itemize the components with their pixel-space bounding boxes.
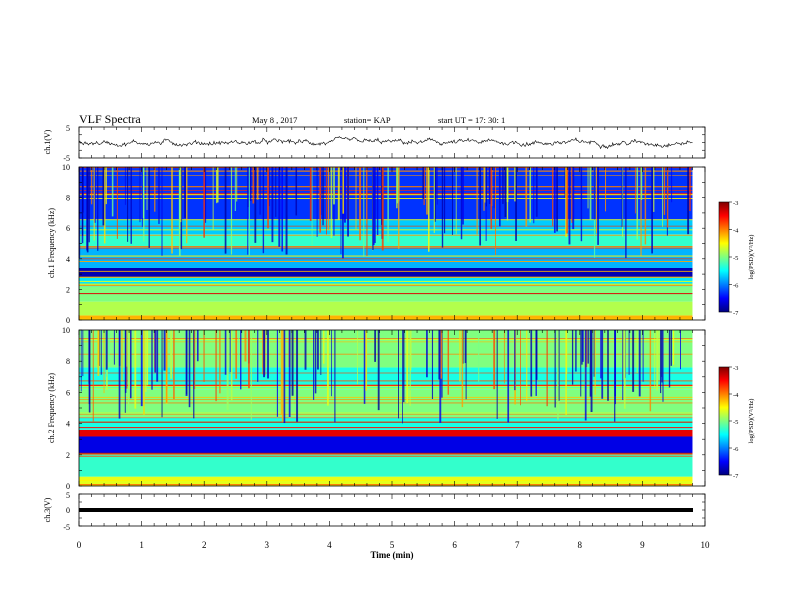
y-tick-label: 8 [66,357,70,366]
ch3-waveform-ticks [78,493,706,527]
spectrogram-band [79,234,693,249]
ch2-spectrogram-panel: 0 2 4 6 8 10 ch.2 Frequency (kHz) [47,326,706,491]
ch1-spectrogram-ticks [78,166,706,321]
x-tick-label: 0 [77,540,82,550]
spectrogram-band [79,417,693,430]
colorbar-tick-label: -6 [733,446,739,453]
ch1-spectrogram-ylabel: ch.1 Frequency (kHz) [47,208,56,278]
ch1-colorbar-label: log(PSD)(V²/Hz) [748,235,755,280]
start-time-label: start UT = 17: 30: 1 [438,115,505,125]
y-tick-label: 8 [66,194,70,203]
ch1-colorbar: -3 -4 -5 -6 -7 log(PSD)(V²/Hz) [718,200,755,317]
time-axis-label: Time (min) [370,550,413,560]
ch2-colorbar-label: log(PSD)(V²/Hz) [748,399,755,444]
y-tick-label: 2 [66,285,70,294]
y-tick-label: 2 [66,451,70,460]
spectrogram-band [79,219,693,235]
x-tick-label: 4 [327,540,332,550]
spectrogram-band [79,429,693,437]
ch2-spectrogram-image [79,330,693,486]
y-tick-label: 0 [66,482,70,491]
ch2-spectrogram-ylabel: ch.2 Frequency (kHz) [47,373,56,443]
ch3-waveform-panel: 5 0 -5 ch.3(V) [43,491,706,532]
station-label: station= KAP [344,115,391,125]
spectrogram-band [79,248,693,268]
ch3-waveform-tick-bottom: -5 [63,523,70,532]
date-label: May 8 , 2017 [252,115,297,125]
x-tick-label: 5 [390,540,395,550]
ch3-waveform-tick-mid: 0 [66,506,70,515]
colorbar-tick-label: -4 [733,392,739,399]
spectrogram-band [79,436,693,455]
colorbar-tick-label: -5 [733,419,738,426]
x-tick-label: 9 [640,540,645,550]
ch1-waveform-ylabel: ch.1(V) [43,129,52,154]
ch1-spectrogram-ytick-labels: 0 2 4 6 8 10 [62,163,70,325]
spectrogram-band [79,454,693,477]
ch1-waveform-tick-bottom: -5 [63,154,70,163]
ch3-waveform-line [79,508,693,512]
ch1-colorbar-ticks: -3 -4 -5 -6 -7 [729,200,739,317]
y-tick-label: 0 [66,316,70,325]
y-tick-label: 6 [66,388,70,397]
x-tick-label: 10 [701,540,711,550]
figure-title: VLF Spectra [79,112,141,126]
ch1-spectrogram-panel: 0 2 4 6 8 10 ch.1 Frequency (kHz) [47,163,706,325]
ch1-colorbar-gradient [718,201,730,313]
spectrogram-band [79,315,693,320]
ch2-colorbar-gradient [718,366,730,476]
x-tick-label: 1 [139,540,144,550]
spectrogram-band [79,476,693,486]
ch1-waveform-line [78,136,693,150]
ch2-spectrogram-ticks [78,329,706,487]
y-tick-label: 4 [66,255,70,264]
ch1-waveform-panel: 5 -5 ch.1(V) [43,124,706,163]
colorbar-tick-label: -5 [733,255,738,262]
colorbar-tick-label: -3 [733,365,738,372]
x-tick-label: 7 [515,540,520,550]
colorbar-tick-label: -6 [733,283,739,290]
y-tick-label: 4 [66,420,70,429]
ch1-waveform-tick-top: 5 [66,124,70,133]
ch3-waveform-tick-top: 5 [66,491,70,500]
ch1-waveform-ticks [78,126,706,159]
colorbar-tick-label: -3 [733,200,738,207]
ch3-waveform-ylabel: ch.3(V) [43,497,52,522]
ch1-waveform-frame [78,126,706,159]
spectrogram-band [79,301,693,316]
x-tick-label: 2 [202,540,207,550]
ch2-colorbar: -3 -4 -5 -6 -7 log(PSD)(V²/Hz) [718,365,755,480]
y-tick-label: 10 [62,163,70,172]
x-tick-label: 3 [265,540,270,550]
x-tick-label: 8 [578,540,583,550]
time-axis: 0 1 2 3 4 5 6 7 8 9 10 [77,540,710,550]
colorbar-tick-label: -4 [733,228,739,235]
ch1-spectrogram-image [78,167,693,320]
x-tick-label: 6 [452,540,457,550]
y-tick-label: 10 [62,326,70,335]
ch2-colorbar-ticks: -3 -4 -5 -6 -7 [729,365,739,480]
spectrogram-band [79,267,693,278]
ch2-spectrogram-ytick-labels: 0 2 4 6 8 10 [62,326,70,491]
colorbar-tick-label: -7 [733,310,739,317]
y-tick-label: 6 [66,224,70,233]
colorbar-tick-label: -7 [733,473,739,480]
